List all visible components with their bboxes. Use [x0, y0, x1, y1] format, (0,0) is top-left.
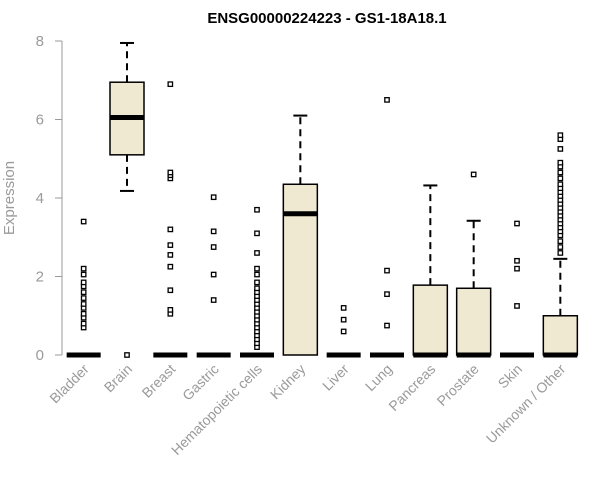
outlier-point [80, 279, 87, 286]
outlier-point [80, 295, 87, 301]
outlier-point [557, 244, 564, 250]
outlier-point [167, 263, 174, 270]
outlier-point [254, 285, 260, 292]
outlier-point [557, 181, 564, 188]
x-tick-label: Liver [319, 361, 352, 394]
x-tick-label: Brain [101, 361, 135, 395]
outlier-point [557, 250, 564, 256]
outlier-point [167, 252, 174, 258]
outlier-point [557, 132, 564, 139]
box-unknown-other [542, 132, 579, 358]
outlier-point [80, 320, 87, 327]
x-tick-label: Kidney [267, 361, 309, 403]
outlier-point [254, 265, 260, 272]
outlier-point [80, 310, 87, 317]
outlier-point [340, 316, 347, 323]
outlier-point [167, 242, 174, 248]
x-tick-label: Prostate [434, 361, 482, 409]
outlier-point [384, 267, 390, 274]
chart-title: ENSG00000224223 - GS1-18A18.1 [207, 10, 446, 27]
x-tick-label: Pancreas [385, 361, 438, 414]
x-tick-label: Lung [362, 361, 395, 394]
box-hematopoietic-cells [240, 206, 274, 358]
iqr-box [412, 284, 449, 356]
outlier-point [254, 271, 260, 278]
outlier-point [124, 352, 130, 358]
box-kidney [282, 114, 319, 356]
outlier-point [167, 287, 174, 294]
x-tick-label: Bladder [46, 361, 92, 407]
box-bladder [66, 218, 101, 358]
outlier-point [557, 146, 564, 152]
outlier-point [557, 169, 564, 176]
box-prostate [455, 171, 492, 358]
y-axis-label: Expression [1, 161, 18, 235]
outlier-point [384, 291, 390, 298]
outlier-point [80, 218, 87, 225]
iqr-box [455, 287, 492, 356]
y-tick-label: 6 [36, 112, 44, 129]
outlier-point [384, 322, 390, 329]
box-gastric [196, 194, 231, 358]
outlier-point [167, 81, 174, 88]
iqr-box [542, 315, 579, 356]
outlier-point [80, 265, 87, 272]
outlier-point [254, 250, 260, 256]
box-breast [153, 81, 188, 358]
outlier-point [557, 175, 564, 182]
outlier-point [210, 271, 217, 278]
outlier-point [557, 159, 564, 166]
outlier-point [210, 228, 217, 235]
outlier-point [167, 307, 174, 313]
outlier-point [210, 297, 217, 303]
outlier-point [210, 194, 217, 201]
outlier-point [514, 303, 520, 309]
x-tick-label: Gastric [179, 361, 222, 404]
box-lung [370, 97, 404, 358]
outlier-point [210, 244, 217, 250]
box-skin [500, 220, 534, 358]
outlier-point [514, 220, 520, 227]
outlier-point [514, 265, 520, 272]
boxes-group [66, 41, 579, 358]
outlier-point [470, 171, 477, 178]
outlier-point [384, 97, 390, 103]
outlier-point [254, 206, 260, 213]
outlier-point [254, 230, 260, 237]
outlier-point [167, 169, 174, 176]
outlier-point [167, 226, 174, 233]
x-tick-label: Unknown / Other [483, 361, 569, 447]
y-tick-label: 4 [36, 190, 44, 207]
outlier-point [254, 279, 260, 286]
outlier-point [340, 305, 347, 311]
y-tick-label: 2 [36, 269, 44, 286]
y-tick-label: 8 [36, 33, 44, 50]
outlier-point [80, 271, 87, 278]
y-tick-label: 0 [36, 347, 44, 364]
outlier-point [340, 328, 347, 335]
outlier-point [514, 257, 520, 264]
outlier-point [80, 301, 87, 307]
x-tick-label: Skin [495, 361, 526, 392]
y-axis: 0 2 4 6 8 [36, 33, 63, 364]
box-pancreas [412, 184, 449, 358]
outlier-point [557, 238, 564, 245]
outlier-point [80, 289, 87, 296]
iqr-box [282, 183, 319, 356]
x-tick-label: Breast [139, 361, 179, 401]
box-liver [326, 305, 361, 358]
box-brain [109, 41, 145, 358]
